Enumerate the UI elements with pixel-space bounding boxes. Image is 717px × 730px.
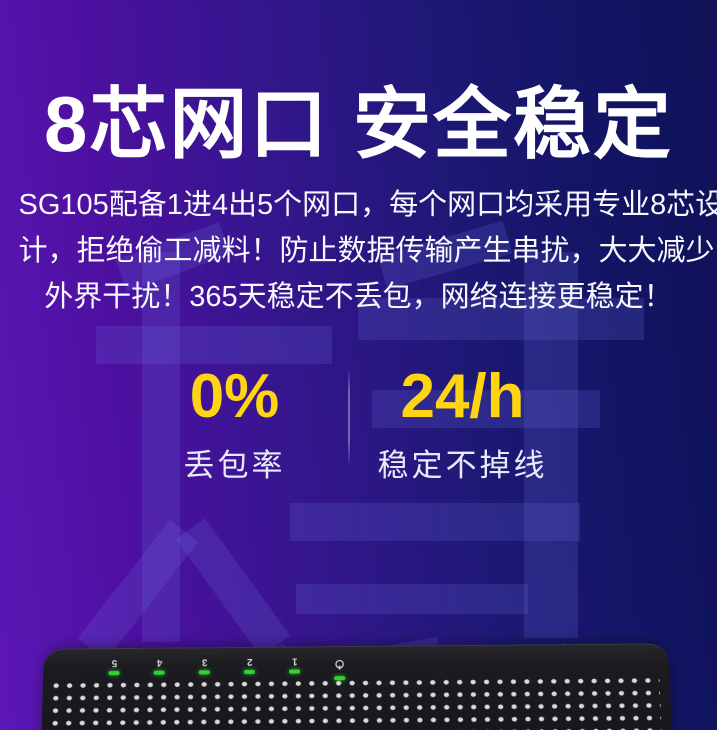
stat-value: 0%	[189, 361, 280, 431]
port-indicator-3: 3	[182, 655, 227, 681]
watermark-stroke	[358, 298, 644, 340]
led-indicator	[243, 669, 255, 674]
stat-packet-loss: 0% 丢包率	[135, 361, 335, 485]
stat-label: 稳定不掉线	[377, 447, 548, 483]
description: SG105配备1进4出5个网口，每个网口均采用专业8芯设 计，拒绝偷工减料！防止…	[18, 182, 717, 320]
power-indicator	[317, 654, 362, 681]
port-indicator-2: 2	[227, 655, 272, 681]
port-label: 1	[291, 655, 298, 667]
description-line: 外界干扰！365天稳定不丢包，网络连接更稳定！	[44, 280, 673, 313]
port-label: 2	[246, 655, 253, 667]
watermark-stroke	[96, 326, 332, 364]
port-indicator-1: 1	[272, 654, 317, 680]
watermark-stroke	[296, 584, 528, 614]
stat-label: 丢包率	[183, 447, 286, 483]
led-indicator	[289, 669, 301, 674]
stats-row: 0% 丢包率 24/h 稳定不掉线	[135, 361, 563, 485]
stats-divider	[347, 369, 350, 464]
led-indicator	[198, 670, 210, 675]
port-label: 3	[201, 656, 208, 668]
watermark-stroke	[524, 252, 578, 638]
led-indicator	[108, 671, 120, 676]
watermark-stroke	[372, 390, 600, 428]
stat-value: 24/h	[400, 361, 525, 431]
power-icon	[334, 654, 345, 672]
watermark-stroke	[142, 252, 180, 642]
ventilation-grid	[50, 677, 664, 730]
led-indicator	[153, 670, 165, 675]
port-indicator-4: 4	[136, 656, 181, 682]
port-label: 5	[111, 657, 118, 669]
indicator-row: 5 4 3 2 1	[91, 654, 362, 682]
port-indicator-5: 5	[91, 656, 137, 682]
port-label: 4	[156, 656, 163, 668]
description-line: SG105配备1进4出5个网口，每个网口均采用专业8芯设	[18, 188, 717, 221]
page-title: 8芯网口 安全稳定	[43, 80, 674, 168]
watermark-stroke	[290, 503, 580, 541]
stat-uptime: 24/h 稳定不掉线	[363, 361, 563, 485]
switch-device: 5 4 3 2 1	[40, 643, 674, 730]
description-line: 计，拒绝偷工减料！防止数据传输产生串扰，大大减少	[18, 234, 715, 267]
